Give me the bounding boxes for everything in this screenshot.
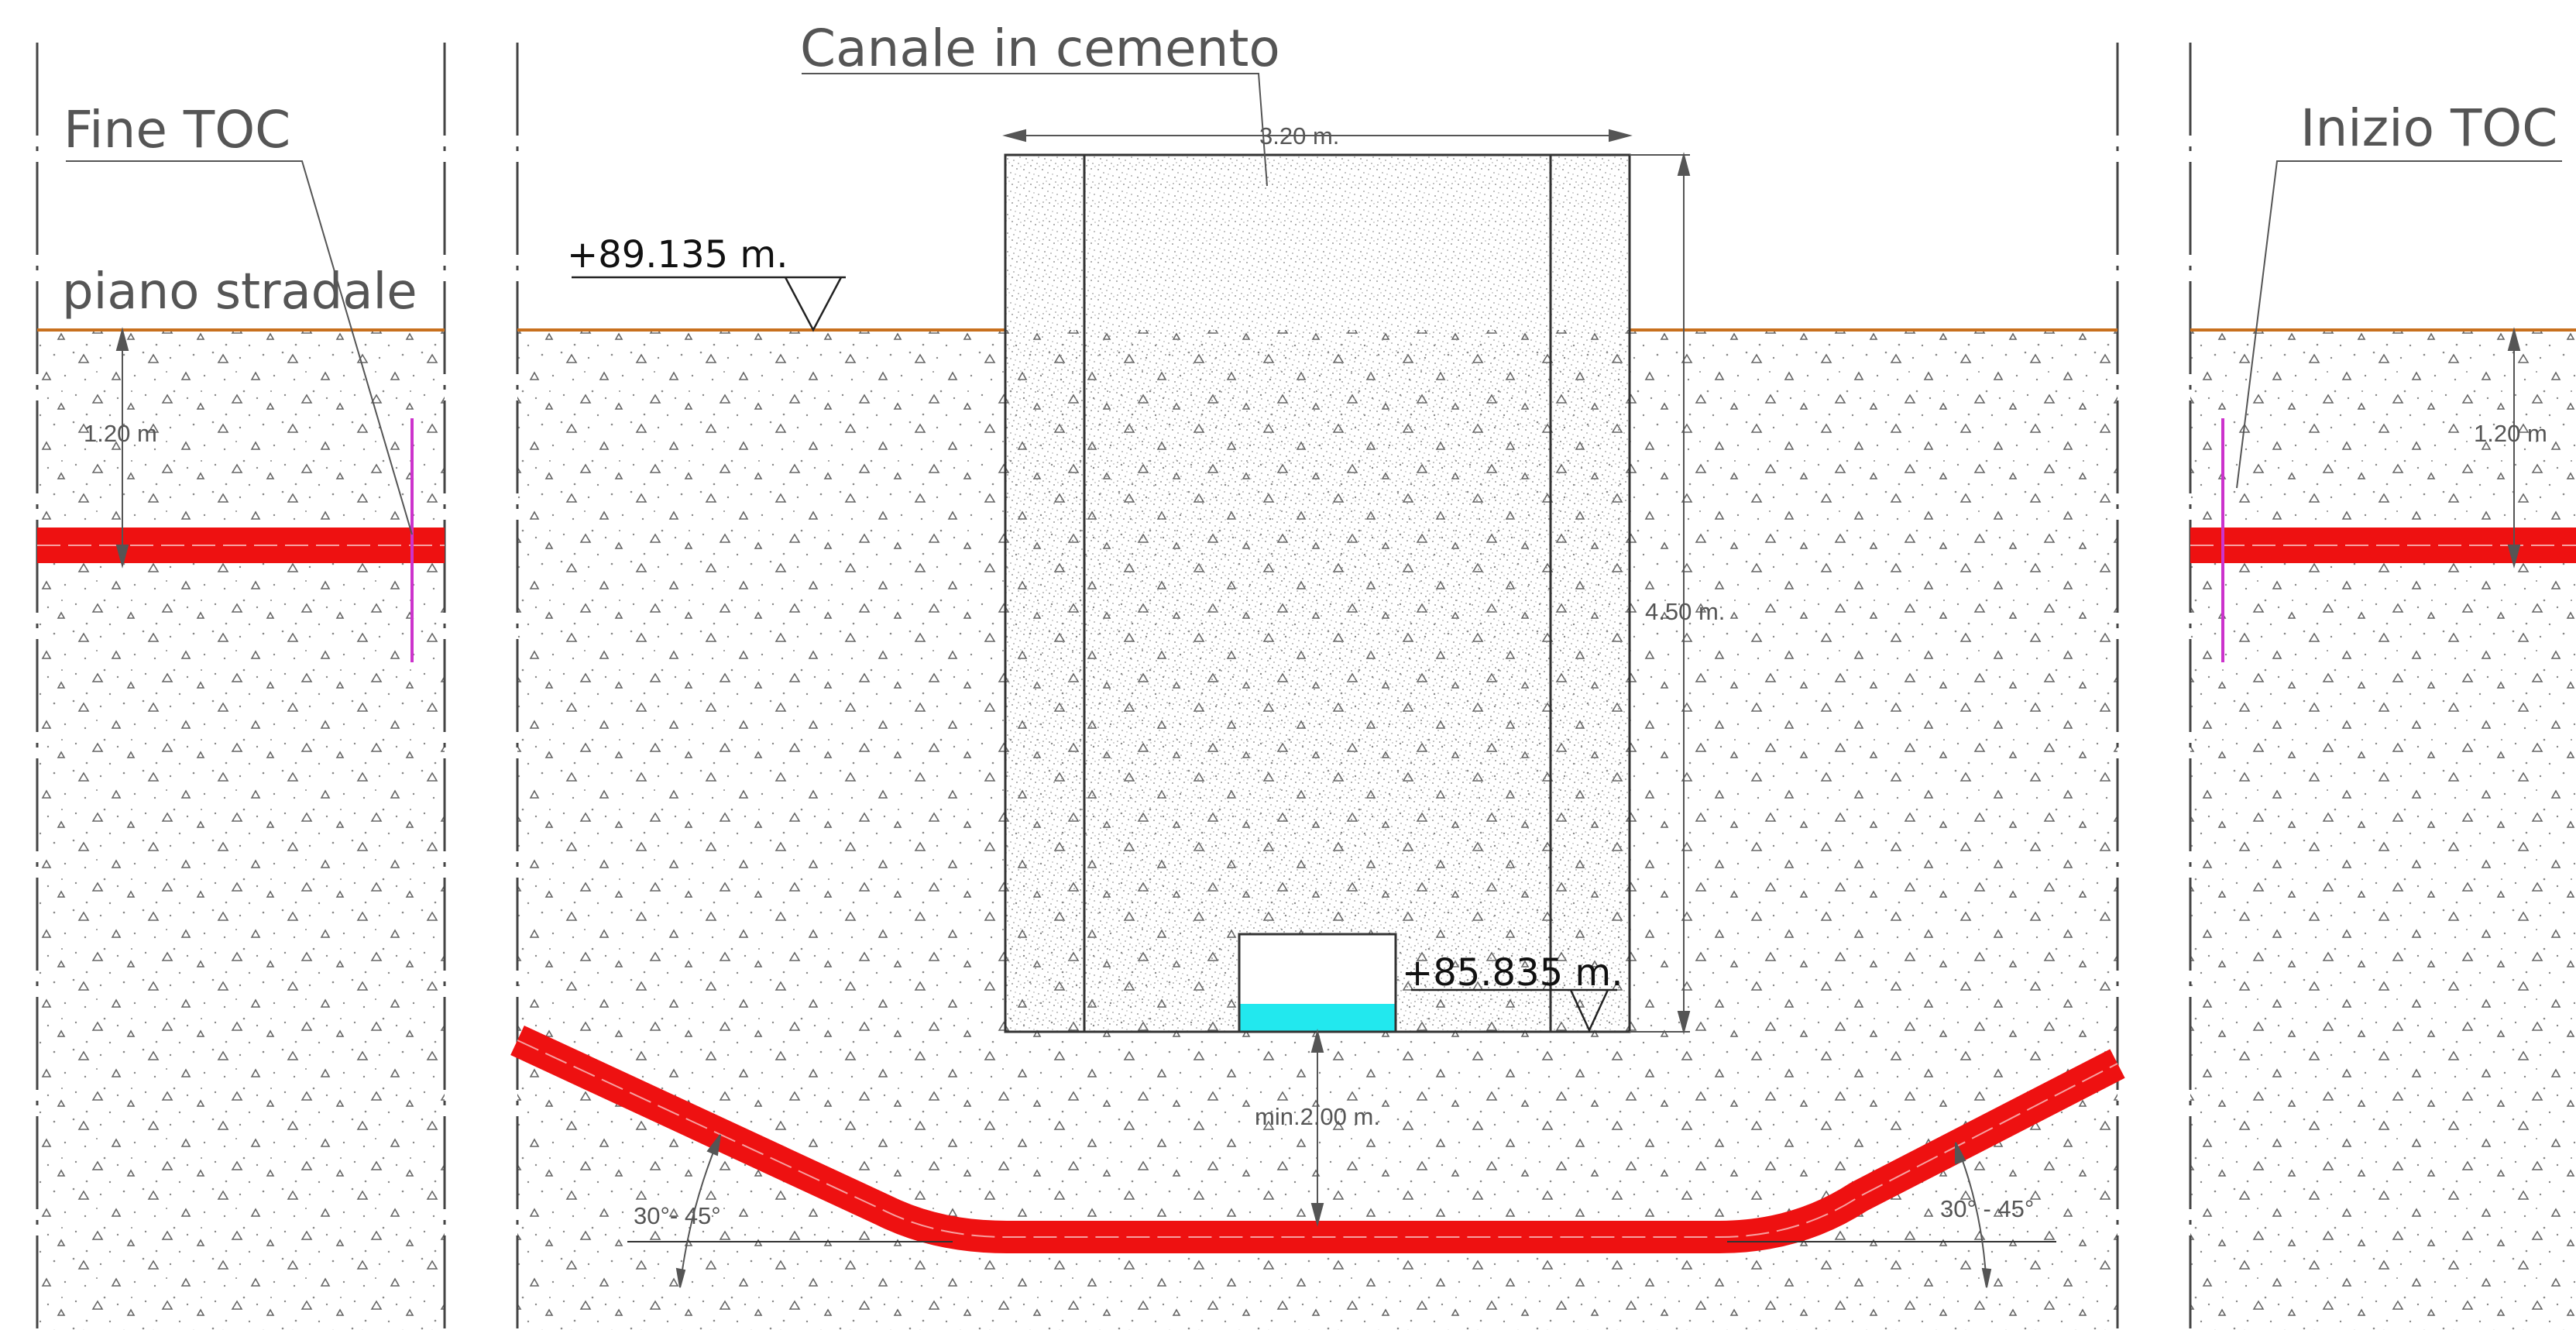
road-elevation: +89.135 m. xyxy=(567,233,788,277)
section-boundaries xyxy=(36,43,2192,1330)
channel-height-dim: 4.50 m. xyxy=(1645,598,1725,625)
pipe-center-section xyxy=(510,1025,2125,1253)
soil-left xyxy=(37,330,445,1330)
elevation-markers xyxy=(572,276,1617,1033)
piano-stradale-label: piano stradale xyxy=(62,263,417,321)
angle-right-dim: 30° - 45° xyxy=(1940,1195,2034,1222)
channel-width-dim: 3.20 m. xyxy=(1259,122,1339,149)
inizio-toc-label: Inizio TOC xyxy=(2300,98,2557,158)
min-cover-dim: min.2.00 m. xyxy=(1255,1103,1380,1130)
angle-left-dim: 30°- 45° xyxy=(634,1202,721,1229)
leader-lines xyxy=(66,73,2562,535)
pipe-left-section xyxy=(37,528,445,563)
canale-label: Canale in cemento xyxy=(800,19,1280,78)
soil-right xyxy=(2190,330,2576,1330)
dimension-lines xyxy=(115,129,2521,1288)
depth-right-dim: 1.20 m xyxy=(2474,420,2547,447)
water-level xyxy=(1240,1004,1395,1031)
fine-toc-label: Fine TOC xyxy=(64,100,290,160)
channel-bottom-elevation: +85.835 m. xyxy=(1402,951,1623,995)
depth-left-dim: 1.20 m xyxy=(84,420,157,447)
concrete-channel xyxy=(1004,153,1631,1033)
